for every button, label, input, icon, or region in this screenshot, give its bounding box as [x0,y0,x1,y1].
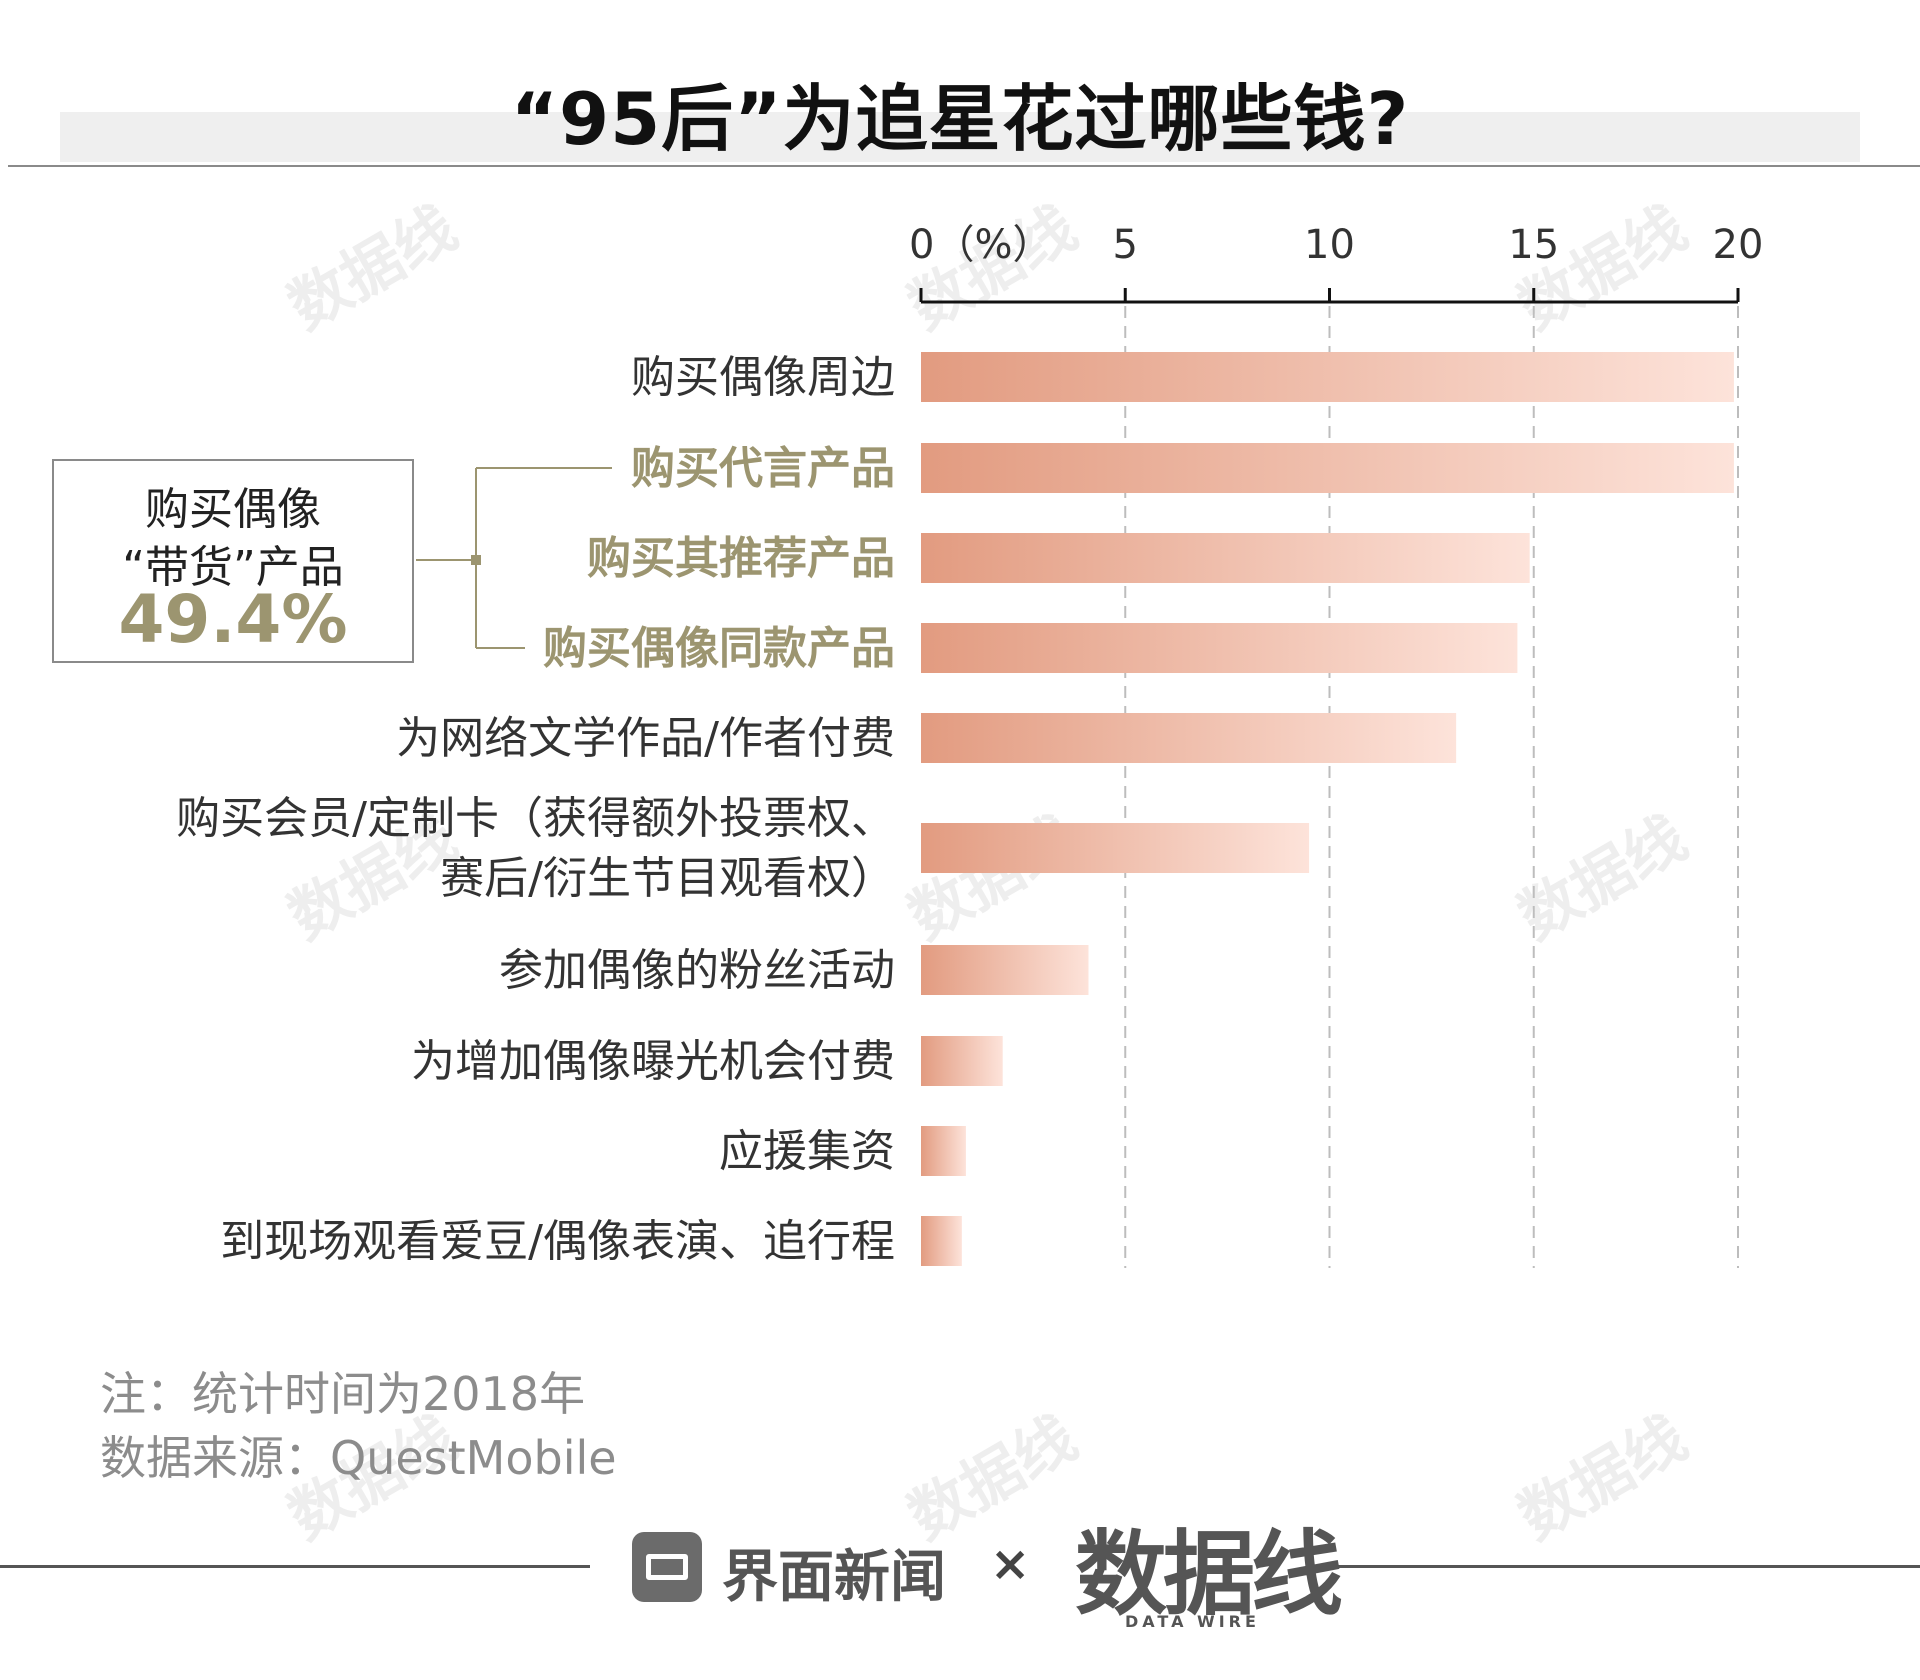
brand-jiemian: 界面新闻 [722,1545,946,1610]
tick-label: 5 [1113,222,1138,268]
category-label: 参加偶像的粉丝活动 [499,945,895,996]
category-label: 购买其推荐产品 [587,533,895,584]
category-label: 购买代言产品 [631,443,895,494]
bar [921,533,1530,583]
tick-label: 10 [1304,222,1355,268]
tick-label: 20 [1713,222,1764,268]
category-label: 到现场观看爱豆/偶像表演、追行程 [220,1216,895,1267]
category-label: 为增加偶像曝光机会付费 [411,1036,895,1087]
bar [921,713,1457,763]
axis-layer: 0（%） 5 10 15 20 [909,222,1764,304]
bar [921,1126,966,1176]
datawire-logo-sub: DATA WIRE [1125,1612,1260,1631]
category-label: 购买会员/定制卡（获得额外投票权、 [176,793,895,844]
category-label: 购买偶像同款产品 [543,623,895,674]
callout-label-line2: “带货”产品 [122,542,344,593]
bar [921,623,1518,673]
callout-bracket [416,467,612,649]
footer-rule-left [0,1565,590,1568]
callout-label-line1: 购买偶像 [145,484,321,535]
bar [921,1036,1003,1086]
callout-value: 49.4% [118,581,348,658]
bar [921,945,1089,995]
tick-label: 0（%） [909,222,1052,268]
category-label: 为网络文学作品/作者付费 [396,713,895,764]
page-title: “95后”为追星花过哪些钱? [510,77,1410,161]
bar [921,1216,962,1266]
bar [921,352,1734,402]
footer-rule-right [1325,1565,1920,1568]
callout-box: 购买偶像 “带货”产品 49.4% [52,459,414,663]
bar [921,443,1734,493]
label-layer: 购买偶像周边购买代言产品购买其推荐产品购买偶像同款产品为网络文学作品/作者付费购… [176,352,895,1267]
note-text: 注：统计时间为2018年 [100,1367,586,1421]
tick-label: 15 [1508,222,1559,268]
bar [921,823,1310,873]
bar-layer [921,352,1734,1266]
jiemian-logo-icon [632,1532,702,1602]
title-rule [8,165,1920,167]
times-sign: × [990,1536,1031,1592]
category-label: 应援集资 [719,1126,895,1177]
source-text: 数据来源：QuestMobile [100,1431,617,1485]
title-band [60,112,1860,162]
category-label: 购买偶像周边 [631,352,895,403]
category-label: 赛后/衍生节目观看权） [440,853,895,904]
datawire-logo: 数据线 [1075,1521,1343,1628]
